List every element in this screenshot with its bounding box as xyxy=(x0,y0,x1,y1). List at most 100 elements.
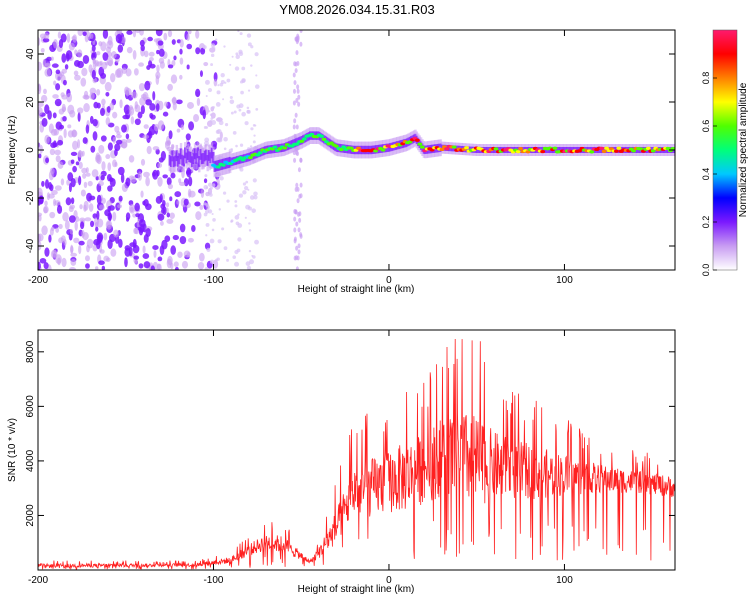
noise-blob xyxy=(121,141,128,149)
noise-blob xyxy=(47,110,52,120)
noise-blob xyxy=(77,107,84,114)
noise-blob xyxy=(91,69,96,80)
noise-blob xyxy=(134,202,140,212)
ridge-band xyxy=(454,145,458,152)
snr-axes: -200 -100 0 100 2000 4000 6000 8000 xyxy=(25,330,675,586)
noise-blob xyxy=(38,261,41,270)
ridge-core xyxy=(341,145,347,149)
ridge-band xyxy=(419,141,423,150)
ridge-band xyxy=(170,156,173,167)
noise-blob xyxy=(98,180,104,187)
streak-blob xyxy=(297,227,301,233)
noise-blob xyxy=(202,109,206,120)
ridge-band xyxy=(189,151,193,163)
noise-blob xyxy=(42,37,50,43)
noise-blob xyxy=(93,101,99,109)
ridge-band xyxy=(275,144,278,153)
noise-blob xyxy=(38,61,43,71)
noise-blob xyxy=(53,38,58,49)
noise-blob xyxy=(169,212,175,219)
x-tick-label: 100 xyxy=(556,275,573,286)
noise-speckle xyxy=(216,137,222,143)
streak-blob xyxy=(296,37,300,43)
ridge-core xyxy=(599,146,605,150)
streak-blob xyxy=(297,249,301,255)
noise-blob xyxy=(166,177,172,186)
noise-blob xyxy=(142,253,150,260)
ridge-core xyxy=(525,150,531,154)
noise-blob xyxy=(70,159,75,164)
noise-blob xyxy=(125,212,131,221)
noise-blob xyxy=(150,265,155,270)
noise-blob xyxy=(171,39,176,45)
noise-speckle xyxy=(235,54,240,60)
noise-speckle xyxy=(232,255,237,259)
noise-speckle xyxy=(229,63,232,66)
noise-blob xyxy=(143,124,149,129)
ridge-core xyxy=(309,132,315,136)
noise-blob xyxy=(51,63,59,68)
noise-blob xyxy=(125,68,132,77)
ridge-band xyxy=(195,153,198,164)
noise-blob xyxy=(73,70,79,76)
streak-blob xyxy=(293,80,297,86)
noise-blob xyxy=(144,80,151,91)
noise-speckle xyxy=(230,111,234,115)
ridge-core xyxy=(220,163,226,167)
noise-blob xyxy=(187,30,192,35)
noise-blob xyxy=(114,148,118,157)
noise-blob xyxy=(82,173,87,179)
noise-blob xyxy=(179,74,183,80)
noise-speckle xyxy=(223,136,228,142)
noise-blob xyxy=(156,64,160,73)
ridge-band xyxy=(198,156,201,167)
noise-blob xyxy=(142,245,146,254)
noise-blob xyxy=(49,148,56,156)
noise-blob xyxy=(148,56,154,62)
noise-speckle xyxy=(212,218,216,222)
noise-blob xyxy=(110,72,116,83)
ridge-band xyxy=(605,147,608,153)
noise-blob xyxy=(63,128,67,139)
ridge-band xyxy=(466,146,469,153)
streak-blob xyxy=(295,182,299,188)
ridge-band xyxy=(440,144,444,151)
streak-blob xyxy=(295,97,299,103)
noise-blob xyxy=(92,57,96,65)
noise-blob xyxy=(105,91,110,97)
noise-blob xyxy=(100,135,107,142)
noise-blob xyxy=(212,259,219,269)
noise-blob xyxy=(173,55,177,61)
ridge-band xyxy=(210,147,214,159)
ridge-band xyxy=(417,137,420,147)
noise-blob xyxy=(79,221,85,230)
noise-blob xyxy=(96,194,102,205)
noise-speckle xyxy=(207,182,213,187)
streak-blob xyxy=(299,41,303,47)
y-tick-label: 4000 xyxy=(25,449,36,472)
y-tick-label: 0 xyxy=(25,147,36,153)
ridge-core xyxy=(272,145,278,149)
ridge-core xyxy=(380,148,386,152)
noise-blob xyxy=(118,238,123,248)
noise-blob xyxy=(69,267,76,270)
noise-blob xyxy=(67,130,74,138)
noise-blob xyxy=(62,115,67,122)
noise-speckle xyxy=(248,229,252,232)
streak-blob xyxy=(299,193,303,199)
ridge-core xyxy=(257,151,263,155)
noise-blob xyxy=(74,49,78,56)
noise-blob xyxy=(78,244,82,255)
noise-blob xyxy=(96,51,101,56)
streak-blob xyxy=(297,94,301,100)
ridge-band xyxy=(556,147,559,153)
noise-blob xyxy=(179,39,184,48)
noise-blob xyxy=(40,94,48,103)
noise-blob xyxy=(85,167,89,174)
noise-blob xyxy=(49,167,55,175)
ridge-core xyxy=(589,150,595,154)
noise-blob xyxy=(55,121,63,130)
noise-blob xyxy=(90,220,95,228)
noise-blob xyxy=(44,179,50,189)
noise-blob xyxy=(78,161,83,169)
